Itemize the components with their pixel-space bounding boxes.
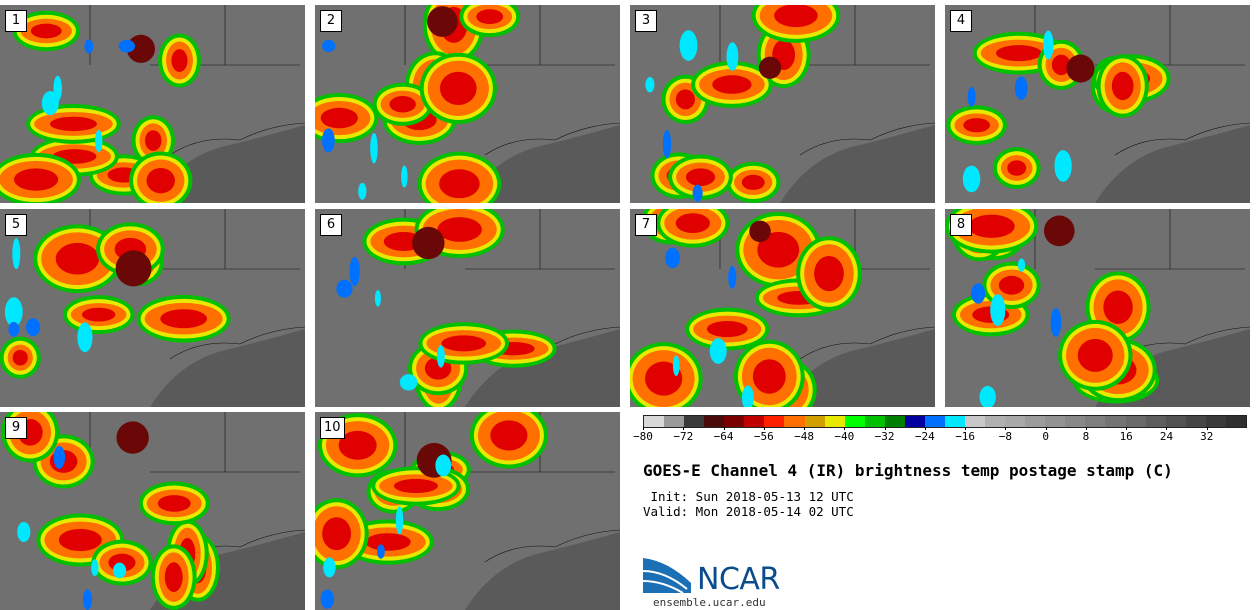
panel-label: 1 xyxy=(5,10,27,32)
colorbar-segment xyxy=(965,416,986,427)
colorbar-tick-label: 0 xyxy=(1042,430,1049,443)
panel-label: 10 xyxy=(320,417,345,439)
panel-member-4: 4 xyxy=(945,5,1250,203)
colorbar-segment xyxy=(884,416,905,427)
colorbar-tick-label: −40 xyxy=(834,430,855,443)
colorbar-tick-mark xyxy=(884,427,886,430)
colorbar-segment xyxy=(684,416,705,427)
panel-member-2: 2 xyxy=(315,5,620,203)
colorbar-tick-label: −16 xyxy=(955,430,976,443)
colorbar-segment xyxy=(1185,416,1206,427)
panel-member-1: 1 xyxy=(0,5,305,203)
colorbar-segment xyxy=(1085,416,1106,427)
colorbar-segment xyxy=(1205,416,1226,427)
colorbar-segment xyxy=(764,416,785,427)
logo-text: NCAR xyxy=(697,562,780,597)
panel-label: 6 xyxy=(320,214,342,236)
panel-label: 7 xyxy=(635,214,657,236)
colorbar-segment xyxy=(744,416,765,427)
colorbar-tick-mark xyxy=(1005,427,1007,430)
panel-member-7: 7 xyxy=(630,209,935,407)
colorbar-segment xyxy=(1025,416,1046,427)
colorbar-tick-label: −64 xyxy=(713,430,734,443)
colorbar-segment xyxy=(985,416,1006,427)
colorbar-segment xyxy=(724,416,745,427)
colorbar-tick-label: 16 xyxy=(1119,430,1133,443)
panel-label: 4 xyxy=(950,10,972,32)
panel-member-5: 5 xyxy=(0,209,305,407)
colorbar-tick-label: 32 xyxy=(1200,430,1214,443)
colorbar-segment xyxy=(1125,416,1146,427)
panel-member-6: 6 xyxy=(315,209,620,407)
colorbar-tick-label: −48 xyxy=(794,430,814,443)
panel-label: 3 xyxy=(635,10,657,32)
colorbar-segment xyxy=(704,416,725,427)
colorbar-tick-label: 8 xyxy=(1082,430,1090,443)
colorbar-tick-mark xyxy=(763,427,765,430)
ncar-logo-icon xyxy=(643,558,691,594)
colorbar-ticks: −80 −72 −64 −56 −48 −40 −32 −24 −16 −8 0 8 16 24 32 xyxy=(633,427,1247,450)
colorbar-segment xyxy=(1065,416,1086,427)
colorbar-tick-mark xyxy=(1085,427,1087,430)
colorbar-segment xyxy=(664,416,685,427)
colorbar-segment xyxy=(1145,416,1166,427)
colorbar-segment xyxy=(1105,416,1126,427)
colorbar-segment xyxy=(644,416,665,427)
colorbar-tick-label: −72 xyxy=(673,430,694,443)
colorbar-segment xyxy=(1165,416,1186,427)
colorbar-segment xyxy=(944,416,965,427)
colorbar-segment xyxy=(784,416,805,427)
colorbar-tick-label: −8 xyxy=(998,430,1013,443)
panel-member-10: 10 xyxy=(315,412,620,610)
colorbar-tick-mark xyxy=(1045,427,1047,430)
panel-label: 8 xyxy=(950,214,972,236)
panel-member-3: 3 xyxy=(630,5,935,203)
colorbar-tick-label: 24 xyxy=(1159,430,1174,443)
colorbar-tick-mark xyxy=(643,427,644,430)
figure-title: GOES-E Channel 4 (IR) brightness temp po… xyxy=(643,461,1173,480)
colorbar-segment xyxy=(864,416,885,427)
colorbar-segment xyxy=(1045,416,1066,427)
colorbar-segment xyxy=(804,416,825,427)
panel-member-8: 8 xyxy=(945,209,1250,407)
colorbar xyxy=(643,415,1247,428)
colorbar-tick-mark xyxy=(924,427,926,430)
colorbar-segment xyxy=(1005,416,1026,427)
colorbar-tick-mark xyxy=(1126,427,1128,430)
colorbar-tick-mark xyxy=(844,427,846,430)
valid-time: Valid: Mon 2018-05-14 02 UTC xyxy=(643,504,854,519)
colorbar-segment xyxy=(924,416,945,427)
colorbar-segment xyxy=(824,416,845,427)
colorbar-tick-label: −24 xyxy=(914,430,935,443)
colorbar-tick-mark xyxy=(723,427,725,430)
panel-label: 9 xyxy=(5,417,27,439)
colorbar-segment xyxy=(904,416,925,427)
colorbar-tick-label: −56 xyxy=(753,430,774,443)
colorbar-segment xyxy=(1225,416,1246,427)
init-time: Init: Sun 2018-05-13 12 UTC xyxy=(643,489,854,504)
colorbar-tick-mark xyxy=(1206,427,1208,430)
panel-label: 2 xyxy=(320,10,342,32)
panel-member-9: 9 xyxy=(0,412,305,610)
colorbar-tick-mark xyxy=(804,427,806,430)
panel-label: 5 xyxy=(5,214,27,236)
colorbar-tick-mark xyxy=(965,427,967,430)
colorbar-tick-label: −32 xyxy=(874,430,895,443)
colorbar-tick-mark xyxy=(1166,427,1168,430)
colorbar-segment xyxy=(844,416,865,427)
website-url[interactable]: ensemble.ucar.edu xyxy=(653,596,766,609)
colorbar-tick-label: −80 xyxy=(633,430,653,443)
colorbar-tick-mark xyxy=(683,427,685,430)
